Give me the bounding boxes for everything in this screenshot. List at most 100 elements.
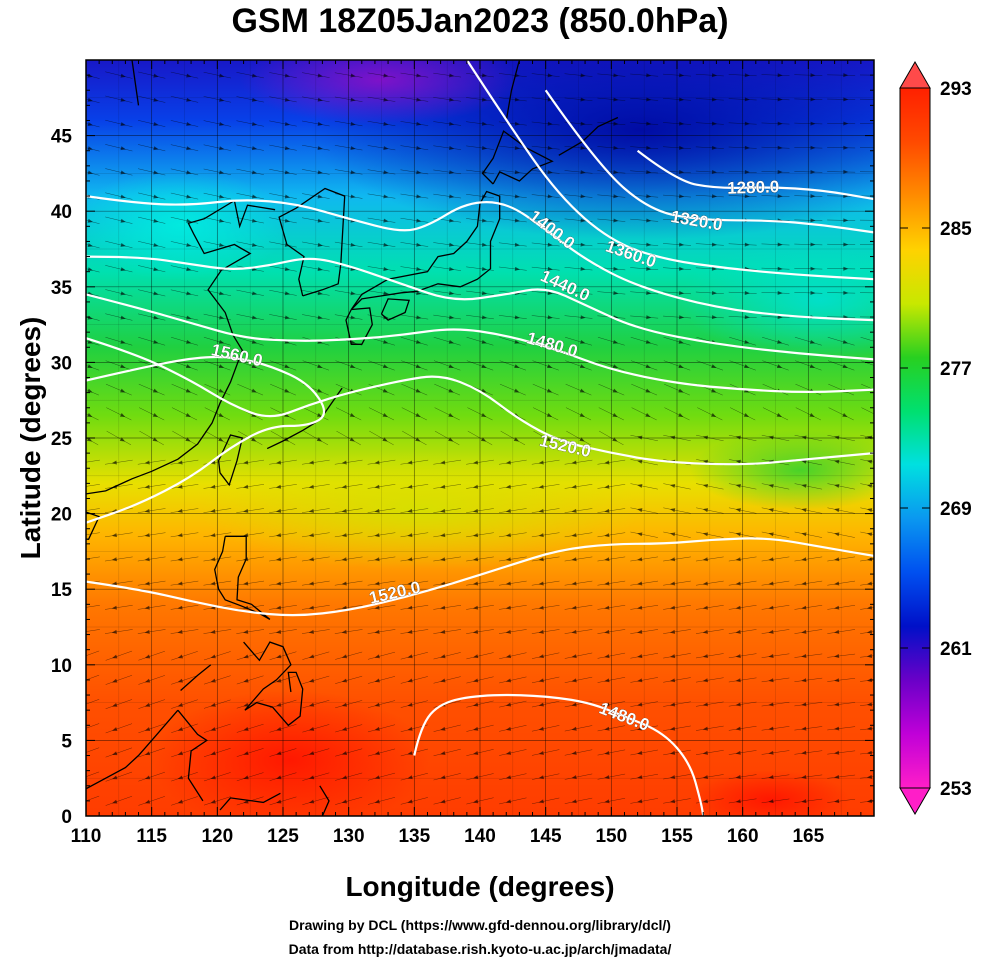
streamline-arrow [702, 508, 709, 513]
streamline-arrow [144, 557, 150, 562]
streamline-arrow [472, 702, 479, 707]
streamline [236, 605, 265, 610]
streamline-arrow [735, 508, 741, 513]
streamline-arrow [210, 799, 216, 804]
streamline-arrow [834, 750, 840, 755]
cold-core-north [240, 60, 520, 125]
streamline-arrow [448, 339, 455, 344]
streamline-arrow [547, 364, 553, 369]
streamline [367, 651, 396, 660]
streamline [302, 290, 330, 296]
streamline [367, 700, 396, 708]
streamline [367, 532, 396, 538]
streamline-arrow [119, 412, 126, 417]
streamline-arrow [144, 702, 151, 707]
streamline-arrow [449, 121, 455, 126]
streamline-arrow [472, 460, 479, 465]
streamline [564, 725, 593, 732]
streamline [433, 336, 461, 346]
streamline-arrow [284, 146, 291, 151]
streamline-arrow [186, 315, 192, 320]
streamline [564, 97, 593, 101]
streamline-arrow [186, 122, 192, 126]
streamline-arrow [308, 460, 314, 465]
streamline-arrow [801, 774, 807, 779]
streamline-arrow [407, 775, 413, 780]
streamline-arrow [744, 242, 750, 247]
streamline-arrow [449, 194, 455, 199]
streamline-arrow [505, 775, 512, 780]
streamline-arrow [449, 242, 455, 247]
streamline-arrow [472, 557, 479, 562]
streamline-arrow [505, 484, 511, 489]
streamline-arrow [735, 581, 741, 586]
streamline [170, 532, 199, 538]
streamline-arrow [416, 170, 422, 175]
streamline-arrow [472, 629, 479, 634]
streamline [761, 726, 790, 731]
streamline [827, 336, 855, 346]
streamline-arrow [407, 460, 413, 465]
streamline-arrow [111, 557, 117, 562]
streamline [498, 315, 527, 319]
streamline [302, 120, 330, 127]
streamline-arrow [604, 750, 610, 755]
streamline [499, 676, 527, 684]
streamline-arrow [472, 775, 479, 780]
height-contour [636, 149, 874, 201]
streamline-arrow [777, 145, 783, 150]
streamline-arrow [472, 533, 479, 538]
streamline-arrow [679, 218, 685, 223]
streamline [827, 171, 856, 173]
streamline-arrow [612, 339, 619, 344]
streamline-arrow [801, 581, 807, 586]
streamline-arrow [538, 654, 544, 659]
streamline-arrow [407, 605, 413, 610]
streamline [170, 289, 199, 297]
streamline-arrow [547, 145, 553, 150]
streamline-arrow [374, 581, 380, 586]
coastline [86, 511, 100, 540]
streamline [761, 146, 790, 149]
streamline-arrow [679, 242, 685, 247]
streamline [105, 699, 133, 710]
streamline-arrow [580, 218, 586, 223]
streamline-arrow [284, 194, 291, 199]
streamline-arrow [448, 388, 454, 393]
streamline [564, 797, 593, 804]
streamline-arrow [144, 605, 150, 610]
streamline [827, 605, 856, 610]
streamline [171, 651, 198, 661]
streamline-arrow [538, 508, 544, 513]
streamline-arrow [776, 364, 783, 369]
streamline-arrow [571, 654, 577, 659]
streamline [564, 629, 593, 634]
streamline-arrow [810, 242, 816, 247]
streamline-arrow [711, 242, 718, 247]
streamline [761, 580, 790, 586]
streamline-arrow [416, 194, 422, 199]
streamline-arrow [219, 315, 225, 320]
streamline-arrow [834, 581, 840, 586]
yellow-band [200, 450, 640, 570]
streamline-arrow [308, 533, 314, 538]
streamline-arrow [120, 315, 126, 320]
streamline [302, 96, 330, 103]
streamline-arrow [547, 218, 553, 223]
streamline-arrow [415, 339, 422, 344]
streamline-arrow [571, 460, 577, 465]
streamline-arrow [186, 339, 192, 344]
streamline [564, 605, 593, 610]
streamline-arrow [604, 702, 610, 707]
streamline-arrow [669, 799, 676, 804]
streamline-arrow [341, 799, 348, 804]
streamline-arrow [866, 483, 873, 488]
streamline [827, 316, 856, 318]
streamline-arrow [440, 484, 446, 489]
streamline-arrow [637, 726, 643, 731]
colorbar-top-arrow [899, 60, 931, 89]
streamline [236, 217, 264, 224]
streamline [630, 315, 659, 319]
streamline-arrow [415, 412, 421, 417]
streamline-arrow [276, 751, 282, 756]
